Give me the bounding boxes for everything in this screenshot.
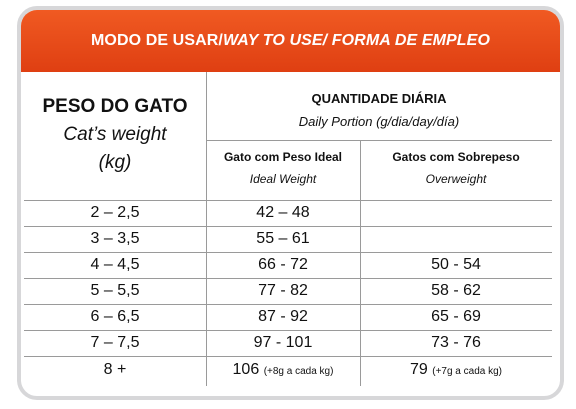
weight-header-unit: (kg) [98,152,132,173]
ideal-portion-cell: 87 - 92 [258,308,308,325]
overweight-portion-value: 79 [409,361,428,378]
ideal-portion-cell: 106 (+8g a cada kg) [206,361,360,379]
weight-cell: 7 – 7,5 [90,334,140,351]
overweight-portion-cell: 73 - 76 [431,334,481,351]
overweight-portion-cell: 79 (+7g a cada kg) [360,361,552,379]
ideal-portion-cell: 77 - 82 [258,282,308,299]
ideal-weight-column-subtitle: Ideal Weight [249,172,317,186]
instructions-banner: MODO DE USAR/ WAY TO USE/ FORMA DE EMPLE… [21,10,560,72]
weight-cell: 6 – 6,5 [90,308,140,325]
weight-cell: 3 – 3,5 [90,230,140,247]
overweight-portion-cell: 58 - 62 [431,282,481,299]
weight-cell: 8 + [103,361,127,378]
divider-weight-column [206,72,207,386]
ideal-weight-column-title: Gato com Peso Ideal [223,150,343,164]
banner-title-pt: MODO DE USAR/ [90,32,223,49]
portion-header-title: QUANTIDADE DIÁRIA [311,91,447,106]
row-divider [24,252,552,253]
weight-cell: 2 – 2,5 [90,204,140,221]
banner-title-translations: WAY TO USE/ FORMA DE EMPLEO [222,32,490,49]
row-divider [24,200,552,201]
ideal-portion-cell: 97 - 101 [253,334,313,351]
ideal-portion-cell: 55 – 61 [256,230,310,247]
overweight-portion-cell: 65 - 69 [431,308,481,325]
ideal-portion-cell: 42 – 48 [256,204,310,221]
ideal-portion-value: 106 [232,361,260,378]
overweight-column-subtitle: Overweight [425,172,487,186]
weight-header-subtitle: Cat’s weight [63,124,167,145]
overweight-portion-cell: 50 - 54 [431,256,481,273]
weight-cell: 5 – 5,5 [90,282,140,299]
divider-subheader [206,140,552,141]
weight-header-title: PESO DO GATO [42,96,188,117]
divider-portion-columns [360,140,361,386]
ideal-portion-cell: 66 - 72 [258,256,308,273]
row-divider [24,226,552,227]
portion-header-subtitle: Daily Portion (g/dia/day/día) [298,114,460,129]
row-divider [24,356,552,357]
row-divider [24,304,552,305]
weight-cell: 4 – 4,5 [90,256,140,273]
overweight-portion-note: (+7g a cada kg) [432,366,502,377]
row-divider [24,278,552,279]
ideal-portion-note: (+8g a cada kg) [263,366,334,377]
row-divider [24,330,552,331]
feeding-table-card: MODO DE USAR/ WAY TO USE/ FORMA DE EMPLE… [17,6,564,400]
overweight-column-title: Gatos com Sobrepeso [392,150,520,164]
